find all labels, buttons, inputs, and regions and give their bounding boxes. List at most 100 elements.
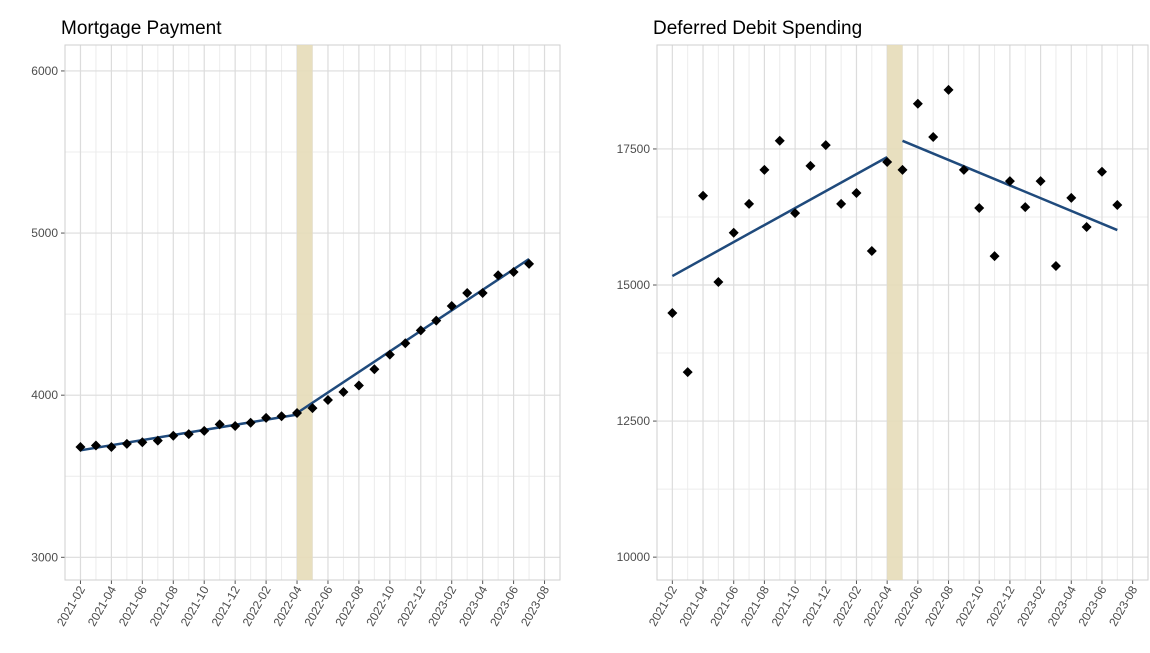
point bbox=[836, 198, 847, 209]
point bbox=[1035, 176, 1046, 187]
x-tick-label: 2022-10 bbox=[363, 583, 397, 628]
point bbox=[667, 308, 678, 319]
point bbox=[958, 164, 969, 175]
x-tick-label: 2021-10 bbox=[178, 583, 212, 628]
point bbox=[90, 440, 101, 451]
point bbox=[462, 288, 473, 299]
point bbox=[1050, 260, 1061, 271]
x-tick-label: 2023-06 bbox=[1075, 583, 1109, 628]
point bbox=[897, 164, 908, 175]
point bbox=[493, 270, 504, 281]
point bbox=[713, 277, 724, 288]
point bbox=[137, 437, 148, 448]
point bbox=[1096, 166, 1107, 177]
x-tick-label: 2021-08 bbox=[147, 583, 181, 628]
point bbox=[524, 258, 535, 269]
highlight-band bbox=[887, 45, 903, 580]
x-tick-label: 2023-02 bbox=[1014, 583, 1048, 628]
x-tick-label: 2022-04 bbox=[861, 583, 895, 628]
x-tick-label: 2021-10 bbox=[769, 583, 803, 628]
point bbox=[353, 380, 364, 391]
x-tick-label: 2023-04 bbox=[1045, 583, 1079, 628]
point bbox=[1020, 202, 1031, 213]
point bbox=[322, 395, 333, 406]
point bbox=[446, 301, 457, 312]
x-tick-label: 2023-02 bbox=[425, 583, 459, 628]
x-tick-label: 2021-12 bbox=[799, 583, 833, 628]
chart-title: Deferred Debit Spending bbox=[653, 18, 862, 39]
y-tick-label: 15000 bbox=[617, 278, 651, 292]
point bbox=[928, 131, 939, 142]
point bbox=[183, 429, 194, 440]
point bbox=[912, 98, 923, 109]
point bbox=[152, 435, 163, 446]
point bbox=[245, 417, 256, 428]
point bbox=[866, 245, 877, 256]
x-tick-label: 2022-04 bbox=[270, 583, 304, 628]
point bbox=[698, 190, 709, 201]
point bbox=[1081, 222, 1092, 233]
point bbox=[338, 386, 349, 397]
point bbox=[168, 430, 179, 441]
y-tick-label: 12500 bbox=[617, 414, 651, 428]
chart-title: Mortgage Payment bbox=[61, 18, 222, 39]
x-tick-label: 2022-12 bbox=[983, 583, 1017, 628]
point bbox=[790, 208, 801, 219]
x-tick-label: 2022-08 bbox=[922, 583, 956, 628]
x-tick-label: 2021-12 bbox=[209, 583, 243, 628]
x-tick-label: 2021-06 bbox=[116, 583, 150, 628]
y-tick-label: 17500 bbox=[617, 142, 651, 156]
highlight-band bbox=[297, 45, 313, 580]
point bbox=[415, 325, 426, 336]
point bbox=[121, 438, 132, 449]
point bbox=[477, 288, 488, 299]
point bbox=[820, 140, 831, 151]
point bbox=[106, 442, 117, 453]
x-tick-label: 2022-02 bbox=[240, 583, 274, 628]
x-tick-label: 2021-02 bbox=[646, 583, 680, 628]
point bbox=[682, 367, 693, 378]
point bbox=[261, 412, 272, 423]
point bbox=[400, 338, 411, 349]
point bbox=[1004, 176, 1015, 187]
point bbox=[851, 188, 862, 199]
point bbox=[384, 349, 395, 360]
x-tick-label: 2021-04 bbox=[85, 583, 119, 628]
y-tick-label: 10000 bbox=[617, 550, 651, 564]
point bbox=[774, 135, 785, 146]
point bbox=[369, 364, 380, 375]
point bbox=[230, 420, 241, 431]
x-tick-label: 2022-12 bbox=[394, 583, 428, 628]
point bbox=[805, 160, 816, 171]
x-tick-label: 2022-08 bbox=[332, 583, 366, 628]
x-tick-label: 2021-08 bbox=[738, 583, 772, 628]
point bbox=[882, 157, 893, 168]
x-tick-label: 2022-06 bbox=[301, 583, 335, 628]
fit-line bbox=[671, 156, 888, 278]
point bbox=[214, 419, 225, 430]
x-tick-label: 2021-06 bbox=[707, 583, 741, 628]
point bbox=[989, 251, 1000, 262]
point bbox=[759, 164, 770, 175]
point bbox=[307, 403, 318, 414]
point bbox=[1066, 192, 1077, 203]
point bbox=[276, 411, 287, 422]
point bbox=[292, 408, 303, 419]
point bbox=[744, 198, 755, 209]
y-tick-label: 5000 bbox=[31, 226, 58, 240]
point bbox=[943, 84, 954, 95]
fit-line bbox=[296, 257, 530, 415]
x-tick-label: 2022-10 bbox=[953, 583, 987, 628]
x-tick-label: 2021-02 bbox=[54, 583, 88, 628]
x-tick-label: 2022-06 bbox=[891, 583, 925, 628]
x-tick-label: 2023-06 bbox=[487, 583, 521, 628]
point bbox=[728, 227, 739, 238]
x-tick-label: 2023-08 bbox=[518, 583, 552, 628]
y-tick-label: 4000 bbox=[31, 388, 58, 402]
y-tick-label: 6000 bbox=[31, 64, 58, 78]
x-tick-label: 2023-08 bbox=[1106, 583, 1140, 628]
y-tick-label: 3000 bbox=[31, 550, 58, 564]
point bbox=[974, 203, 985, 214]
point bbox=[431, 315, 442, 326]
